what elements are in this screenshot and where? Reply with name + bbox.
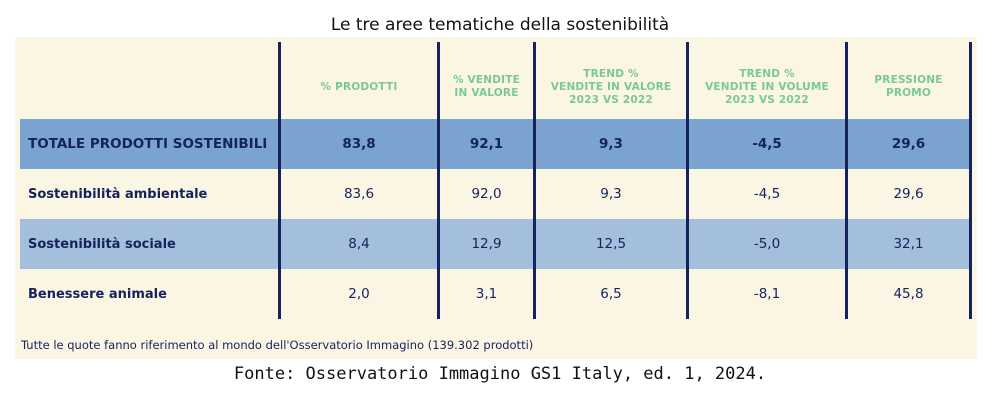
column-header: % PRODOTTI: [320, 80, 398, 93]
column-divider: [686, 42, 689, 319]
table-cell: -8,1: [753, 286, 781, 302]
chart-title: Le tre aree tematiche della sostenibilit…: [330, 15, 670, 35]
row-label: Sostenibilità ambientale: [28, 186, 208, 202]
column-divider: [437, 42, 440, 319]
row-label: Sostenibilità sociale: [28, 236, 176, 252]
table-cell: 92,0: [471, 186, 502, 202]
table-cell: -4,5: [752, 136, 782, 152]
footnote: Tutte le quote fanno riferimento al mond…: [21, 338, 534, 352]
row-label: Benessere animale: [28, 286, 167, 302]
table-cell: 32,1: [893, 236, 924, 252]
table-cell: 83,6: [343, 186, 375, 202]
table-cell: 45,8: [893, 286, 924, 302]
table-cell: 83,8: [342, 136, 376, 152]
table-cell: 29,6: [891, 136, 926, 152]
column-header: TREND % VENDITE IN VOLUME 2023 VS 2022: [705, 67, 829, 106]
table-cell: 9,3: [599, 136, 623, 152]
column-header: PRESSIONE PROMO: [874, 74, 943, 99]
column-divider: [845, 42, 848, 319]
column-divider: [278, 42, 281, 319]
table-cell: 12,9: [471, 236, 502, 252]
social-row-band: [20, 219, 972, 269]
table-cell: 8,4: [348, 236, 370, 252]
row-label: TOTALE PRODOTTI SOSTENIBILI: [28, 136, 268, 152]
table-cell: 3,1: [475, 286, 498, 302]
total-row-band: [20, 119, 972, 169]
table-cell: 92,1: [469, 136, 504, 152]
table-cell: 2,0: [348, 286, 370, 302]
table-cell: 12,5: [595, 236, 627, 252]
table-panel: [15, 37, 977, 359]
column-header: % VENDITE IN VALORE: [452, 74, 521, 99]
source-caption: Fonte: Osservatorio Immagino GS1 Italy, …: [233, 364, 767, 384]
table-cell: -4,5: [753, 186, 781, 202]
table-cell: 29,6: [893, 186, 924, 202]
column-header: TREND % VENDITE IN VALORE 2023 VS 2022: [550, 67, 672, 106]
table-cell: -5,0: [753, 236, 781, 252]
column-divider: [533, 42, 536, 319]
table-cell: 9,3: [600, 186, 622, 202]
table-cell: 6,5: [600, 286, 622, 302]
column-divider: [969, 42, 972, 319]
